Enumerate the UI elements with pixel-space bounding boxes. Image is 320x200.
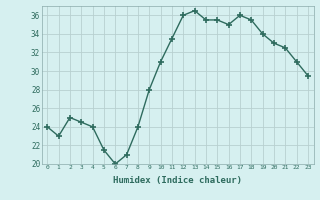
X-axis label: Humidex (Indice chaleur): Humidex (Indice chaleur): [113, 176, 242, 185]
